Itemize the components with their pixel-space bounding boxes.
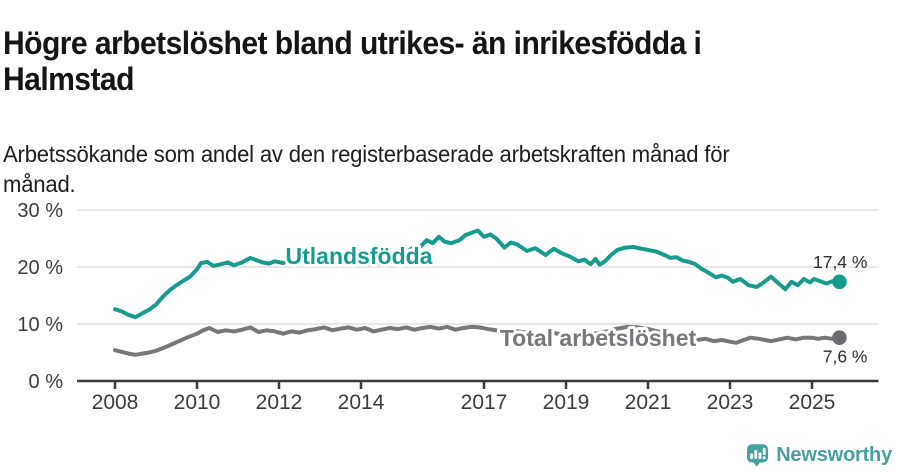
chart-subtitle-line-1: Arbetssökande som andel av den registerb… [3,141,730,167]
y-tick-label-10: 10 % [17,314,63,336]
x-tick-label-2023: 2023 [707,391,754,414]
newsworthy-pin-icon [747,443,769,467]
page-title-line-1: Högre arbetslöshet bland utrikes- än inr… [3,25,702,62]
y-tick-label-30: 30 % [17,200,63,222]
series-line-utlandsfodda [113,228,842,320]
page-title: Högre arbetslöshet bland utrikes- än inr… [3,25,811,97]
x-tick-label-2025: 2025 [789,391,836,414]
x-tick-label-2010: 2010 [174,391,221,414]
end-value-label-utlandsfodda: 17,4 % [813,252,867,272]
chart-subtitle: Arbetssökande som andel av den registerb… [3,139,829,199]
page-title-line-2: Halmstad [3,61,134,98]
newsworthy-logo[interactable]: Newsworthy [747,441,892,469]
chart-subtitle-line-2: månad. [3,171,76,197]
x-tick-label-2017: 2017 [461,391,508,414]
series-label-utlandsfodda: Utlandsfödda [286,243,433,269]
x-tick-label-2021: 2021 [625,391,672,414]
y-tick-label-0: 0 % [29,371,64,393]
end-dot-total [832,330,847,345]
end-value-label-total: 7,6 % [823,347,868,367]
x-tick-label-2012: 2012 [256,391,303,414]
y-tick-label-20: 20 % [17,257,63,279]
x-tick-label-2008: 2008 [92,391,139,414]
series-line-total [113,324,842,357]
series-label-total: Total arbetslöshet [500,325,697,351]
newsworthy-wordmark: Newsworthy [776,443,892,466]
x-tick-label-2014: 2014 [338,391,385,414]
end-dot-utlandsfodda [832,274,847,290]
x-tick-label-2019: 2019 [543,391,590,414]
